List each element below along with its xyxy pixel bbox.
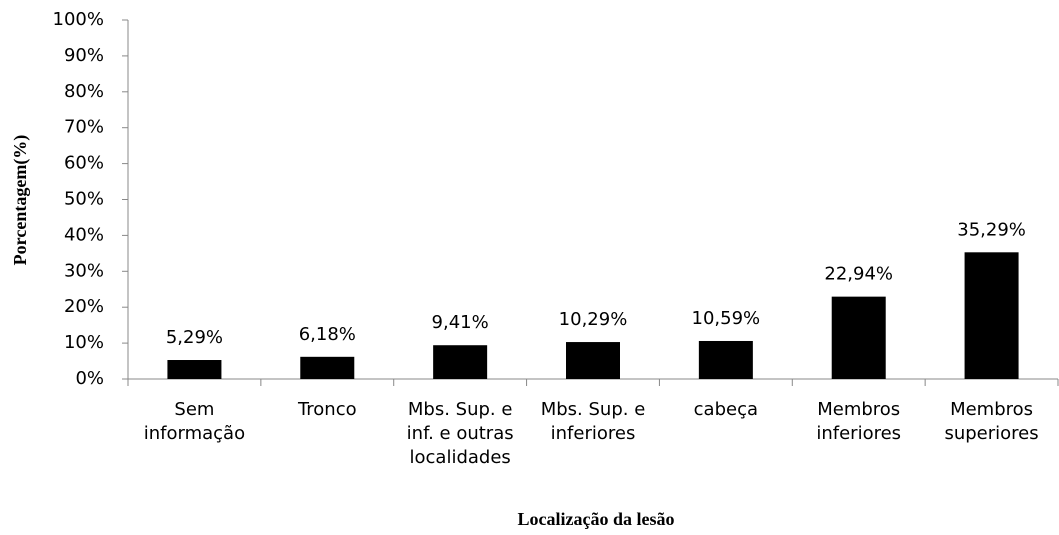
bar bbox=[964, 252, 1019, 379]
y-tick-label: 100% bbox=[53, 9, 104, 30]
data-label: 5,29% bbox=[166, 327, 223, 348]
y-tick-label: 30% bbox=[64, 260, 104, 281]
data-label: 35,29% bbox=[957, 219, 1026, 240]
x-tick-label: Membros superiores bbox=[944, 399, 1039, 444]
x-tick-label: cabeça bbox=[693, 399, 759, 420]
data-label: 9,41% bbox=[432, 312, 489, 333]
x-axis-title: Localização da lesão bbox=[518, 509, 675, 529]
bar bbox=[698, 340, 753, 379]
y-tick-label: 60% bbox=[64, 153, 104, 174]
y-tick-label: 90% bbox=[64, 45, 104, 66]
bar bbox=[167, 360, 222, 379]
x-tick-label: Mbs. Sup. e inferiores bbox=[540, 399, 646, 444]
data-label: 10,59% bbox=[692, 308, 761, 329]
x-tick-label: Sem informação bbox=[143, 399, 246, 444]
data-label: 6,18% bbox=[299, 324, 356, 345]
y-tick-label: 0% bbox=[75, 368, 104, 389]
y-tick-label: 40% bbox=[64, 224, 104, 245]
bar bbox=[566, 342, 620, 379]
bar bbox=[831, 296, 886, 379]
x-tick-label: Membros inferiores bbox=[816, 399, 902, 444]
y-tick-label: 70% bbox=[64, 117, 104, 138]
bar bbox=[433, 345, 488, 379]
data-label: 10,29% bbox=[559, 309, 628, 330]
data-label: 22,94% bbox=[824, 264, 893, 285]
y-tick-label: 80% bbox=[64, 81, 104, 102]
bar bbox=[300, 356, 355, 379]
y-tick-label: 10% bbox=[64, 332, 104, 353]
y-tick-label: 50% bbox=[64, 189, 104, 210]
x-tick-label: Tronco bbox=[297, 399, 357, 420]
y-axis-title: Porcentagem(%) bbox=[10, 135, 31, 266]
y-tick-label: 20% bbox=[64, 296, 104, 317]
x-tick-label: Mbs. Sup. e inf. e outras localidades bbox=[406, 399, 514, 468]
